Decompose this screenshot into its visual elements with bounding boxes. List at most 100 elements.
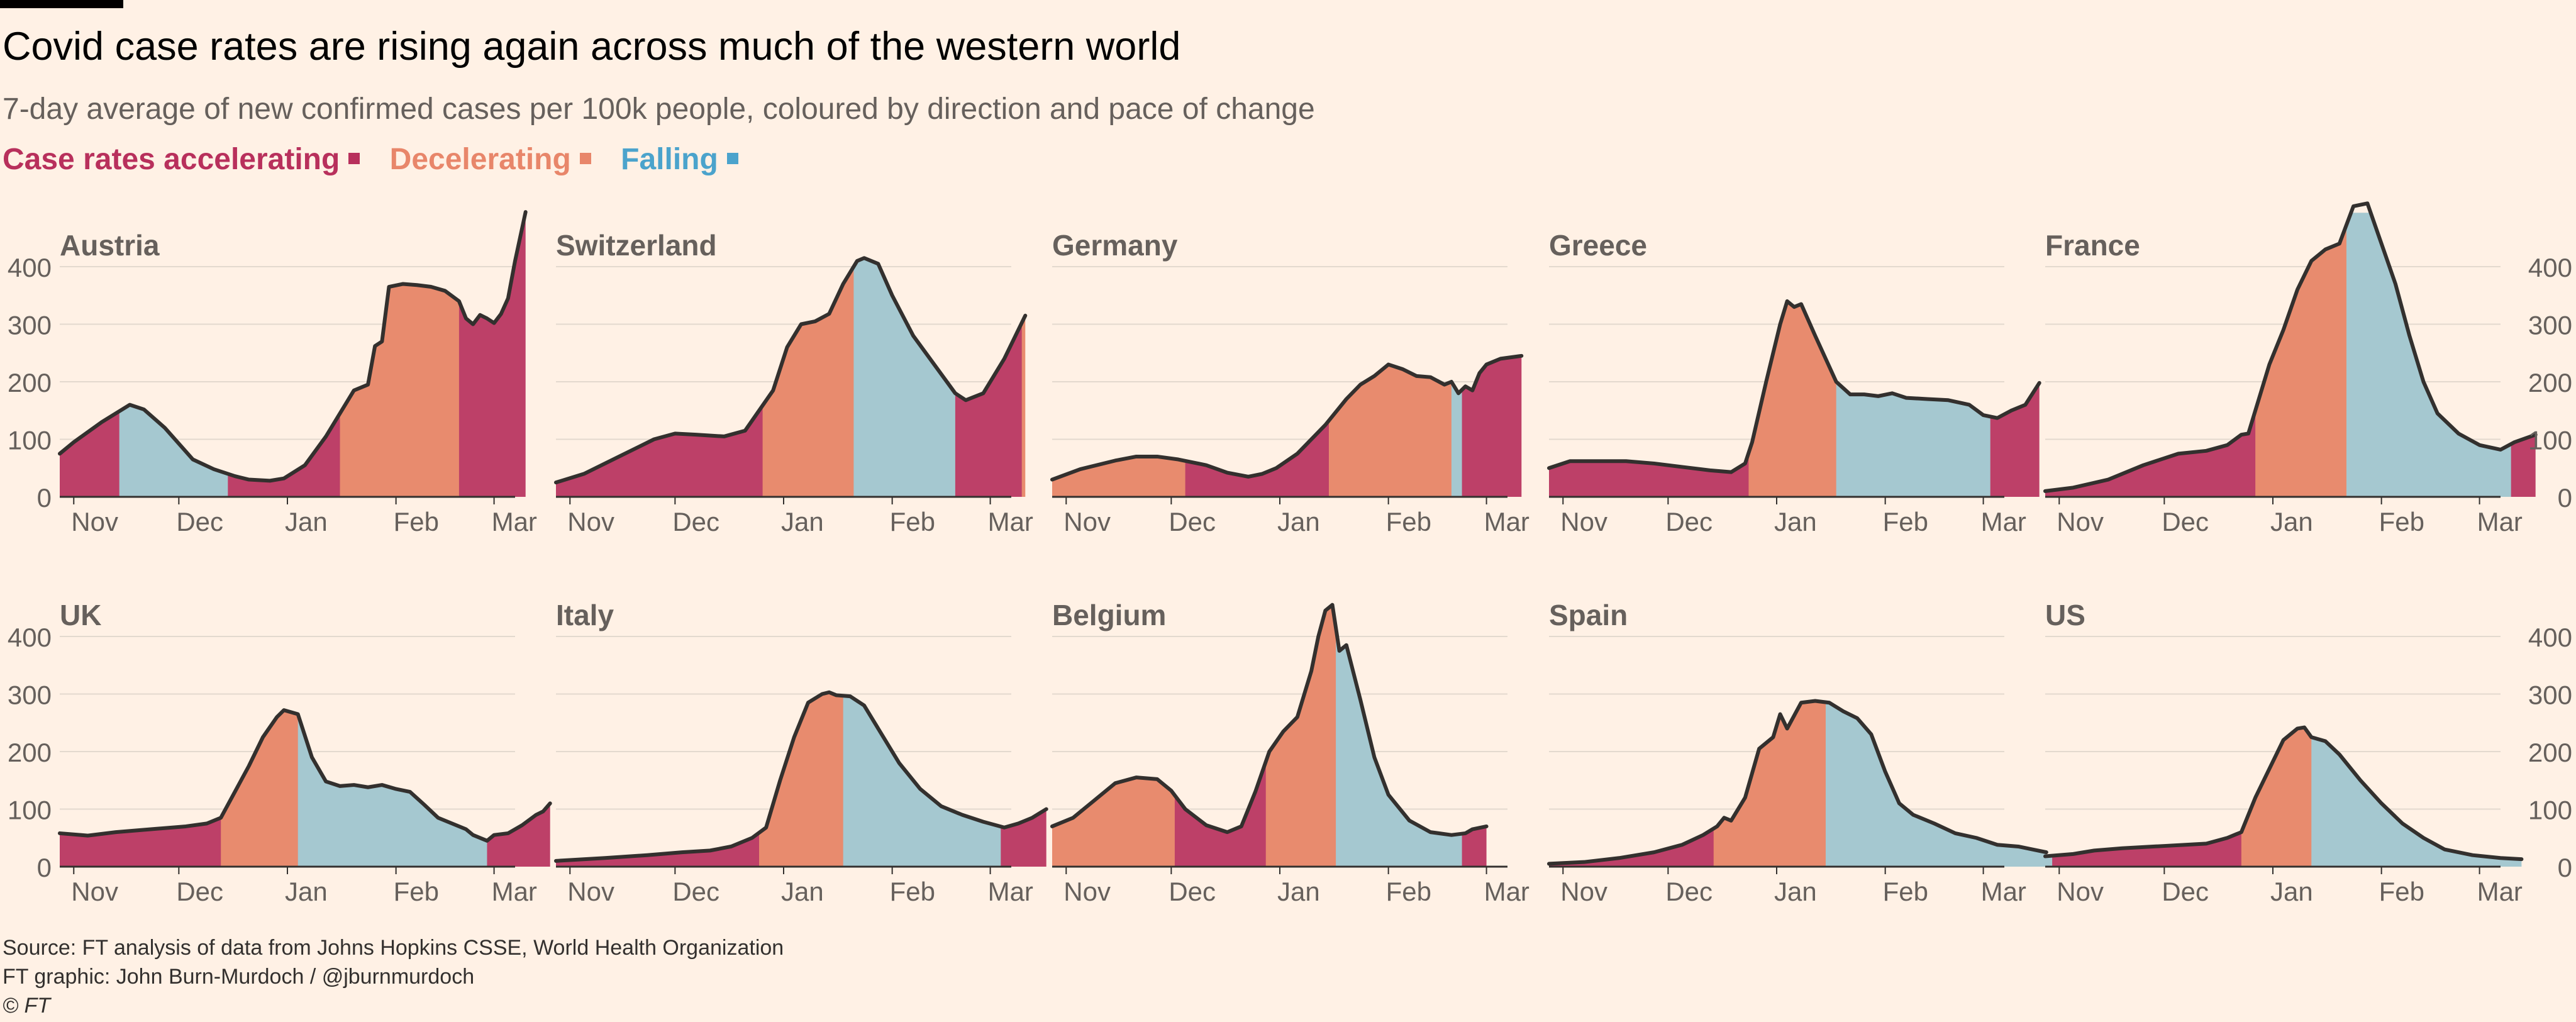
phase-decelerating	[1713, 701, 1826, 867]
page-subtitle: 7-day average of new confirmed cases per…	[3, 92, 1315, 126]
phase-bands	[60, 710, 550, 867]
phase-accelerating	[1462, 604, 1487, 867]
series-line	[1050, 603, 1489, 837]
x-tick-label: Jan	[285, 507, 328, 536]
legend-swatch-decelerating	[579, 153, 591, 165]
panel-title: France	[2045, 229, 2140, 262]
phase-decelerating	[1265, 604, 1336, 867]
y-tick-label-left: 0	[37, 853, 52, 882]
x-tick-label: Nov	[567, 877, 614, 906]
panel-italy: Nov Dec Jan Feb Mar Italy	[554, 599, 1048, 906]
copyright-line: © FT	[3, 994, 51, 1018]
phase-decelerating	[340, 213, 460, 497]
x-tick-label: Feb	[1883, 877, 1928, 906]
x-tick-label: Nov	[71, 877, 118, 906]
panel-title: US	[2045, 599, 2085, 631]
x-tick-label: Feb	[2379, 877, 2424, 906]
y-tick-label-left: 0	[37, 483, 52, 513]
x-tick-label: Mar	[492, 507, 537, 536]
x-tick-label: Nov	[71, 507, 118, 536]
phase-falling	[2346, 213, 2512, 497]
panel-france: Nov Dec Jan Feb Mar France	[2043, 201, 2538, 536]
y-tick-label-left: 400	[8, 623, 52, 652]
x-tick-label: Mar	[988, 507, 1033, 536]
panel-greece: Nov Dec Jan Feb Mar Greece	[1547, 229, 2041, 536]
legend-item-decelerating: Decelerating	[390, 142, 591, 177]
panel-switzerland: Nov Dec Jan Feb Mar Switzerland	[554, 229, 1033, 536]
x-tick-label: Dec	[1665, 877, 1713, 906]
legend: Case rates accelerating Decelerating Fal…	[3, 142, 760, 177]
x-tick-label: Nov	[1063, 507, 1111, 536]
source-line: Source: FT analysis of data from Johns H…	[3, 936, 784, 960]
legend-swatch-falling	[726, 153, 738, 165]
panel-title: Italy	[556, 599, 614, 631]
x-tick-label: Feb	[394, 507, 439, 536]
x-tick-label: Mar	[492, 877, 537, 906]
phase-decelerating	[221, 710, 299, 867]
legend-label-decelerating: Decelerating	[389, 143, 571, 176]
phase-accelerating	[955, 258, 1023, 497]
y-tick-label-right: 0	[2558, 483, 2572, 513]
y-tick-label-left: 200	[8, 738, 52, 767]
legend-item-accelerating: Case rates accelerating	[3, 142, 360, 177]
panel-belgium: Nov Dec Jan Feb Mar Belgium	[1050, 599, 1530, 906]
panel-spain: Nov Dec Jan Feb Mar Spain	[1547, 599, 2048, 906]
x-tick-label: Mar	[2477, 507, 2523, 536]
phase-decelerating	[759, 692, 844, 867]
credit-line: FT graphic: John Burn-Murdoch / @jburnmu…	[3, 965, 475, 989]
x-tick-label: Jan	[1277, 507, 1320, 536]
x-tick-label: Feb	[394, 877, 439, 906]
x-tick-label: Mar	[1484, 877, 1530, 906]
x-tick-label: Dec	[1665, 507, 1713, 536]
panel-title: UK	[60, 599, 101, 631]
phase-falling	[843, 692, 1001, 867]
series-line	[2043, 725, 2524, 862]
x-tick-label: Feb	[1883, 507, 1928, 536]
x-tick-label: Nov	[1560, 507, 1607, 536]
x-tick-label: Jan	[781, 877, 824, 906]
series-line	[1547, 699, 2048, 866]
x-tick-label: Dec	[176, 877, 223, 906]
x-tick-label: Nov	[1560, 877, 1607, 906]
series-line	[2043, 201, 2538, 493]
x-tick-label: Feb	[890, 877, 935, 906]
x-tick-label: Nov	[1063, 877, 1111, 906]
series-line	[58, 708, 552, 843]
y-tick-label-right: 300	[2528, 311, 2572, 340]
phase-accelerating	[1174, 604, 1267, 867]
phase-bands	[556, 692, 1046, 867]
x-tick-label: Jan	[2270, 877, 2313, 906]
panel-title: Greece	[1549, 229, 1647, 262]
x-tick-label: Nov	[2057, 877, 2104, 906]
panel-title: Austria	[60, 229, 160, 262]
legend-label-falling: Falling	[621, 143, 718, 176]
y-tick-label-left: 300	[8, 680, 52, 710]
phase-decelerating	[1328, 355, 1452, 497]
x-tick-label: Jan	[1277, 877, 1320, 906]
x-tick-label: Jan	[781, 507, 824, 536]
page-title: Covid case rates are rising again across…	[3, 25, 1181, 69]
panel-us: Nov Dec Jan Feb Mar US	[2043, 599, 2524, 906]
x-tick-label: Jan	[2270, 507, 2313, 536]
x-tick-label: Dec	[1169, 877, 1216, 906]
panel-uk: Nov Dec Jan Feb Mar UK	[58, 599, 552, 906]
y-tick-label-right: 100	[2528, 426, 2572, 455]
x-tick-label: Feb	[890, 507, 935, 536]
panel-title: Germany	[1052, 229, 1178, 262]
y-tick-label-right: 400	[2528, 253, 2572, 282]
series-line	[554, 256, 1028, 485]
x-tick-label: Dec	[2162, 877, 2209, 906]
y-tick-label-right: 400	[2528, 623, 2572, 652]
phase-accelerating	[487, 710, 550, 867]
x-tick-label: Mar	[2477, 877, 2523, 906]
phase-falling	[1451, 355, 1463, 497]
x-tick-label: Feb	[1386, 507, 1431, 536]
y-tick-label-left: 200	[8, 368, 52, 397]
x-tick-label: Mar	[1484, 507, 1530, 536]
x-tick-label: Dec	[176, 507, 223, 536]
phase-falling	[2311, 727, 2522, 867]
y-tick-label-right: 100	[2528, 796, 2572, 825]
x-tick-label: Dec	[2162, 507, 2209, 536]
phase-accelerating	[1001, 692, 1046, 867]
source-notes: Source: FT analysis of data from Johns H…	[3, 933, 784, 1020]
